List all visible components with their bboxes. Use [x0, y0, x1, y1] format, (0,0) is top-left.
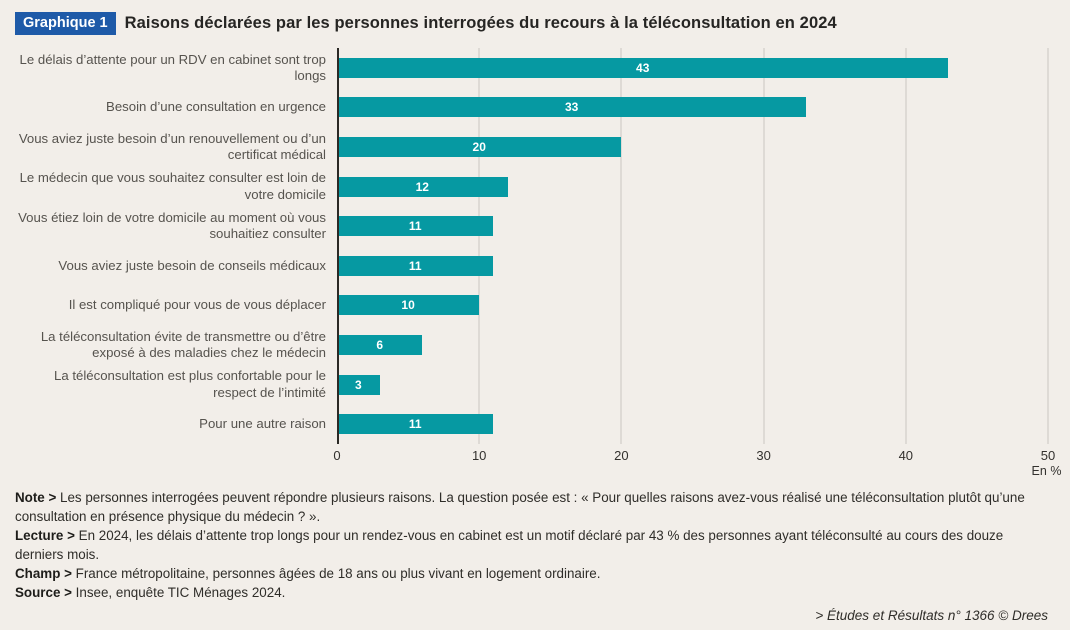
chart-row: Vous aviez juste besoin de conseils médi…	[15, 246, 1048, 286]
category-label: Il est compliqué pour vous de vous dépla…	[68, 297, 326, 313]
category-label: Le médecin que vous souhaitez consulter …	[19, 170, 326, 202]
lecture-paragraph: Lecture > En 2024, les délais d’attente …	[15, 526, 1048, 564]
bar-track: 20	[337, 136, 1048, 157]
bar-track: 10	[337, 295, 1048, 316]
gridline	[763, 48, 765, 444]
category-label: La téléconsultation est plus confortable…	[54, 368, 326, 400]
x-tick-label: 40	[898, 447, 914, 463]
chart-row: Le délais d’attente pour un RDV en cabin…	[15, 48, 1048, 88]
chart-row: Il est compliqué pour vous de vous dépla…	[15, 286, 1048, 326]
bar-value-label: 43	[636, 60, 650, 75]
bar-track: 43	[337, 57, 1048, 78]
lecture-text: En 2024, les délais d’attente trop longs…	[15, 528, 1004, 563]
bar: 11	[337, 216, 494, 237]
footer: > Études et Résultats n° 1366 © Drees	[15, 607, 1048, 625]
bar-track: 11	[337, 414, 1048, 435]
gridlines	[337, 48, 1049, 444]
bar: 43	[337, 57, 949, 78]
bar-track: 33	[337, 97, 1048, 118]
plot-area: Le délais d’attente pour un RDV en cabin…	[15, 48, 1049, 444]
bar: 6	[337, 334, 423, 355]
champ-text: France métropolitaine, personnes âgées d…	[75, 566, 601, 582]
bar-track: 6	[337, 334, 1048, 355]
chart-row: Besoin d’une consultation en urgence 33	[15, 88, 1048, 128]
category-label: Vous aviez juste besoin de conseils médi…	[58, 257, 326, 273]
note-label: Note >	[15, 489, 57, 505]
axis-unit-label: En %	[1031, 463, 1062, 478]
category-label: Le délais d’attente pour un RDV en cabin…	[19, 51, 326, 83]
x-tick-label: 10	[471, 447, 487, 463]
bar: 11	[337, 255, 494, 276]
gridline	[620, 48, 622, 444]
bar-track: 11	[337, 255, 1048, 276]
x-tick-label: 0	[333, 447, 341, 463]
gridline	[905, 48, 907, 444]
category-label: Besoin d’une consultation en urgence	[106, 99, 326, 115]
source-paragraph: Source > Insee, enquête TIC Ménages 2024…	[15, 583, 1048, 602]
note-paragraph: Note > Les personnes interrogées peuvent…	[15, 488, 1048, 526]
bar-chart: Le délais d’attente pour un RDV en cabin…	[15, 48, 1061, 480]
y-axis-line	[337, 48, 339, 444]
x-tick-label: 20	[614, 447, 629, 463]
bar-value-label: 20	[472, 139, 486, 154]
bar-value-label: 3	[354, 377, 362, 392]
bar-track: 12	[337, 176, 1048, 197]
chart-row: La téléconsultation évite de transmettre…	[15, 325, 1048, 365]
x-tick-label: 50	[1040, 447, 1056, 463]
bar-track: 11	[337, 216, 1048, 237]
category-label: Pour une autre raison	[199, 416, 326, 432]
bar: 33	[337, 97, 807, 118]
bar: 12	[337, 176, 508, 197]
bar-value-label: 11	[408, 258, 422, 273]
bar-value-label: 11	[408, 219, 422, 234]
bar-value-label: 10	[401, 298, 415, 313]
chart-rows: Le délais d’attente pour un RDV en cabin…	[15, 48, 1048, 444]
category-label: Vous aviez juste besoin d’un renouvellem…	[18, 130, 326, 162]
source-text: Insee, enquête TIC Ménages 2024.	[75, 585, 286, 601]
bar-value-label: 33	[564, 100, 579, 115]
bar-track: 3	[337, 374, 1048, 395]
chart-header: Graphique 1 Raisons déclarées par les pe…	[15, 12, 1048, 35]
chart-row: Pour une autre raison 11	[15, 404, 1048, 444]
publication-credit: > Études et Résultats n° 1366 © Drees	[815, 608, 1048, 624]
bar: 11	[337, 414, 494, 435]
chart-badge: Graphique 1	[15, 12, 116, 35]
category-label: La téléconsultation évite de transmettre…	[40, 328, 326, 360]
bar-value-label: 11	[408, 417, 422, 432]
bar-value-label: 6	[376, 337, 383, 352]
chart-row: Le médecin que vous souhaitez consulter …	[15, 167, 1048, 207]
lecture-label: Lecture >	[15, 528, 75, 543]
page-title: Raisons déclarées par les personnes inte…	[124, 14, 837, 32]
bar: 10	[337, 295, 480, 316]
note-text: Les personnes interrogées peuvent répond…	[15, 489, 1025, 524]
notes-section: Note > Les personnes interrogées peuvent…	[15, 488, 1048, 602]
chart-row: Vous aviez juste besoin d’un renouvellem…	[15, 127, 1048, 167]
bar: 20	[337, 136, 622, 157]
bar: 3	[337, 374, 380, 395]
chart-row: La téléconsultation est plus confortable…	[15, 365, 1048, 405]
category-label: Vous étiez loin de votre domicile au mom…	[18, 210, 326, 242]
bar-value-label: 12	[415, 179, 429, 194]
x-axis: En % 0 10 20 30 40 50	[333, 444, 1061, 480]
gridline	[1047, 48, 1049, 444]
champ-paragraph: Champ > France métropolitaine, personnes…	[15, 564, 1048, 583]
champ-label: Champ >	[15, 566, 72, 582]
x-tick-label: 30	[756, 447, 771, 463]
chart-row: Vous étiez loin de votre domicile au mom…	[15, 206, 1048, 246]
gridline	[478, 48, 480, 444]
source-label: Source >	[15, 585, 72, 601]
